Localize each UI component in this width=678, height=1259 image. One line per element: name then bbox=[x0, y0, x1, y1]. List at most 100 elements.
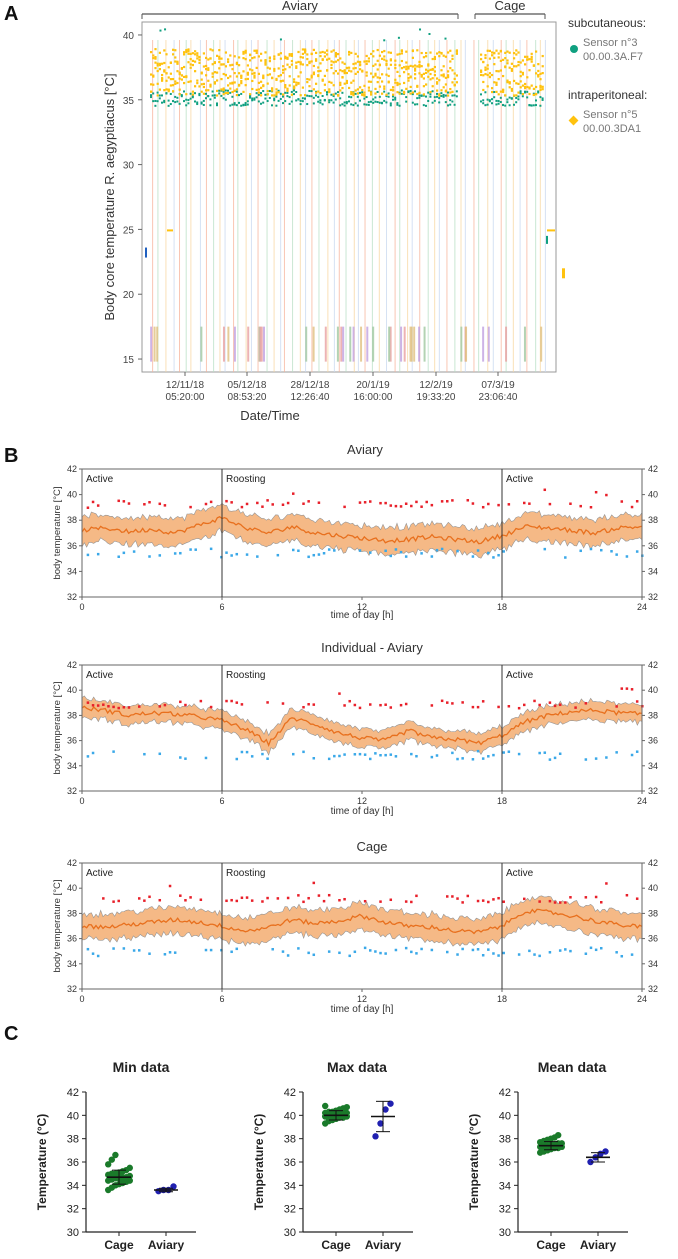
intraperitoneal-point bbox=[356, 55, 359, 58]
intraperitoneal-point bbox=[431, 77, 434, 80]
chart-c2-x-tick-label: Aviary bbox=[365, 1238, 402, 1252]
chart-b2-max-point bbox=[481, 700, 485, 703]
intraperitoneal-point bbox=[191, 52, 194, 55]
intraperitoneal-point bbox=[350, 91, 353, 94]
intraperitoneal-point bbox=[420, 65, 423, 68]
subcutaneous-point bbox=[183, 100, 185, 103]
intraperitoneal-point bbox=[301, 56, 304, 59]
subcutaneous-point bbox=[532, 104, 535, 107]
subcutaneous-point bbox=[295, 91, 298, 94]
intraperitoneal-point bbox=[363, 84, 366, 87]
intraperitoneal-point bbox=[433, 70, 436, 73]
intraperitoneal-point bbox=[365, 74, 368, 77]
subcutaneous-point bbox=[222, 97, 225, 100]
subcutaneous-point bbox=[326, 93, 328, 96]
chart-b2-min-point bbox=[235, 757, 239, 761]
intraperitoneal-point bbox=[277, 67, 280, 70]
chart-b1-max-point bbox=[481, 505, 485, 509]
chart-b1-max-point bbox=[225, 499, 228, 503]
chart-b2-max-point bbox=[584, 702, 588, 705]
chart-c3-point-cage bbox=[555, 1131, 562, 1139]
intraperitoneal-point bbox=[407, 79, 410, 82]
subcutaneous-point bbox=[246, 103, 249, 106]
subcutaneous-point bbox=[420, 94, 423, 97]
chart-b2-y-tick-label: 38 bbox=[67, 710, 77, 720]
chart-c2-point-aviary bbox=[372, 1133, 379, 1140]
legend-intraperitoneal-id: 00.00.3DA1 bbox=[583, 123, 641, 135]
intraperitoneal-point bbox=[227, 84, 230, 87]
chart-a-annotation-mark bbox=[360, 326, 363, 362]
intraperitoneal-point bbox=[279, 79, 282, 83]
intraperitoneal-point bbox=[187, 52, 190, 55]
chart-b2-max-point bbox=[225, 699, 228, 703]
chart-b3-min-point bbox=[404, 946, 408, 950]
intraperitoneal-point bbox=[341, 70, 344, 73]
chart-b3-y-tick-label: 38 bbox=[67, 908, 77, 918]
intraperitoneal-point bbox=[420, 74, 423, 77]
subcutaneous-point bbox=[260, 102, 262, 105]
intraperitoneal-point bbox=[418, 63, 421, 66]
intraperitoneal-point bbox=[196, 52, 199, 55]
subcutaneous-point bbox=[414, 90, 416, 93]
subcutaneous-point bbox=[161, 94, 163, 97]
chart-b1-max-point bbox=[379, 501, 382, 505]
intraperitoneal-point bbox=[449, 91, 452, 94]
intraperitoneal-point bbox=[152, 57, 155, 60]
intraperitoneal-point bbox=[323, 55, 326, 58]
intraperitoneal-point bbox=[216, 89, 219, 93]
intraperitoneal-point bbox=[394, 81, 397, 84]
intraperitoneal-point bbox=[359, 64, 362, 67]
intraperitoneal-point bbox=[183, 51, 186, 54]
subcutaneous-point bbox=[433, 96, 436, 99]
chart-c3-point-aviary bbox=[587, 1158, 594, 1166]
chart-b2-min-point bbox=[245, 750, 249, 754]
intraperitoneal-point bbox=[345, 81, 348, 85]
intraperitoneal-point bbox=[187, 48, 190, 51]
subcutaneous-point bbox=[345, 102, 348, 105]
subcutaneous-point bbox=[169, 103, 172, 106]
chart-a-annotation-mark bbox=[259, 326, 262, 362]
intraperitoneal-point bbox=[420, 75, 423, 78]
subcutaneous-point bbox=[495, 103, 498, 106]
intraperitoneal-point bbox=[194, 50, 197, 53]
chart-b3-min-point bbox=[353, 950, 357, 954]
intraperitoneal-point bbox=[407, 67, 410, 70]
chart-b2-min-point bbox=[502, 751, 505, 754]
intraperitoneal-point bbox=[165, 79, 168, 82]
subcutaneous-point bbox=[438, 97, 441, 100]
intraperitoneal-point bbox=[422, 72, 425, 75]
chart-b1-max-point bbox=[420, 505, 423, 508]
chart-b3-min-point bbox=[446, 950, 449, 954]
intraperitoneal-point bbox=[198, 58, 201, 62]
intraperitoneal-point bbox=[216, 79, 219, 82]
intraperitoneal-point bbox=[288, 66, 291, 69]
intraperitoneal-point bbox=[299, 61, 302, 64]
subcutaneous-point bbox=[497, 102, 500, 105]
intraperitoneal-point bbox=[218, 55, 221, 58]
intraperitoneal-point bbox=[354, 89, 357, 92]
intraperitoneal-point bbox=[431, 57, 434, 61]
intraperitoneal-point bbox=[425, 51, 428, 55]
chart-b1-max-point bbox=[425, 500, 428, 504]
intraperitoneal-point bbox=[242, 50, 245, 54]
chart-b2-min-point bbox=[430, 755, 434, 759]
chart-b3-y-tick-label-right: 32 bbox=[648, 984, 658, 994]
intraperitoneal-point bbox=[196, 57, 199, 60]
intraperitoneal-point bbox=[304, 51, 307, 54]
chart-b3-min-point bbox=[168, 951, 172, 954]
intraperitoneal-point bbox=[211, 75, 214, 78]
intraperitoneal-point bbox=[387, 74, 390, 78]
intraperitoneal-point bbox=[345, 71, 348, 75]
subcutaneous-point bbox=[343, 101, 346, 104]
chart-b3-y-label: body temperature [°C] bbox=[52, 879, 63, 972]
chart-b1-x-tick-label: 12 bbox=[357, 602, 367, 612]
subcutaneous-point bbox=[499, 101, 502, 104]
subcutaneous-point bbox=[180, 94, 183, 97]
chart-b3-min-point bbox=[517, 953, 521, 956]
subcutaneous-point bbox=[367, 103, 370, 106]
intraperitoneal-point bbox=[442, 73, 445, 76]
subcutaneous-point bbox=[387, 92, 390, 95]
chart-b2-min-point bbox=[358, 752, 362, 756]
intraperitoneal-point bbox=[447, 51, 450, 54]
